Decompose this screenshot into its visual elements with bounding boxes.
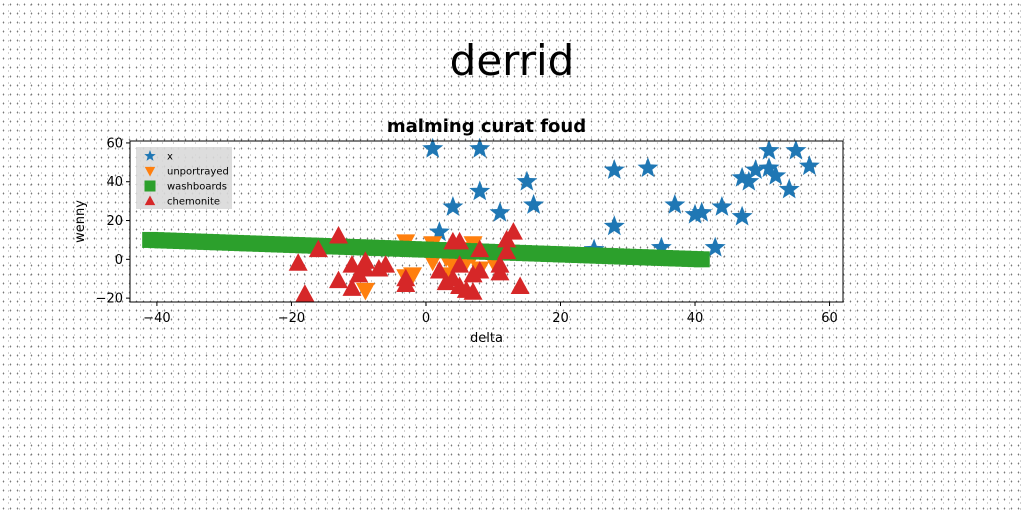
point-chemonite [490, 262, 510, 281]
point-x [489, 201, 511, 222]
point-x [745, 159, 766, 179]
point-x [442, 196, 464, 216]
point-chemonite [429, 260, 449, 279]
legend-label-chemonite: chemonite [167, 197, 220, 208]
point-x [429, 221, 450, 242]
point-chemonite [288, 253, 308, 271]
point-x [785, 139, 807, 160]
x-tick-label: 20 [552, 311, 569, 326]
legend-label-washboards: washboards [167, 182, 227, 193]
x-tick-label: −40 [143, 311, 170, 326]
point-chemonite [342, 278, 362, 296]
legend-marker-chemonite [144, 195, 156, 206]
legend-marker-x [144, 150, 156, 161]
y-axis: −20 0 20 40 60 [96, 136, 130, 307]
legend: x unportrayed washboards chemonite [136, 147, 232, 209]
point-x [516, 170, 538, 191]
point-x [704, 236, 726, 257]
point-x [684, 203, 706, 224]
x-tick-label: 40 [687, 311, 704, 326]
y-tick-label: 20 [106, 214, 123, 229]
point-chemonite [308, 239, 328, 258]
point-x [603, 159, 625, 179]
x-axis-label: delta [470, 331, 503, 346]
legend-marker-washboards [144, 180, 156, 192]
point-x [758, 157, 780, 178]
point-chemonite [450, 231, 470, 250]
point-chemonite [295, 284, 315, 302]
point-chemonite [376, 255, 396, 273]
plot-frame [129, 140, 844, 303]
y-tick-label: 60 [106, 136, 123, 151]
point-chemonite [355, 259, 375, 277]
y-tick-label: −20 [96, 292, 123, 307]
legend-label-unportrayed: unportrayed [167, 167, 229, 178]
page-title: derrid [449, 36, 575, 85]
point-chemonite [329, 270, 349, 289]
point-unportrayed [403, 267, 423, 285]
point-chemonite [396, 274, 416, 293]
point-x [603, 215, 625, 236]
point-x [711, 196, 733, 216]
x-tick-label: −20 [278, 311, 305, 326]
point-x [523, 194, 544, 214]
point-x [691, 201, 713, 222]
legend-label-x: x [167, 152, 173, 163]
point-x [664, 194, 686, 214]
point-x [469, 137, 491, 158]
point-x [765, 164, 787, 185]
point-x [637, 157, 659, 178]
point-unportrayed [355, 282, 375, 301]
point-chemonite [510, 276, 530, 294]
point-chemonite [497, 241, 517, 260]
x-tick-label: 0 [422, 311, 430, 326]
point-x [738, 170, 760, 191]
point-x [758, 139, 780, 160]
series-x [422, 137, 820, 259]
point-chemonite [470, 239, 490, 258]
point-x [731, 166, 753, 187]
chart-title: malming curat foud [387, 116, 586, 137]
y-tick-label: 0 [115, 253, 123, 268]
point-x [731, 205, 753, 226]
point-chemonite [503, 222, 523, 240]
x-tick-label: 60 [821, 311, 838, 326]
y-tick-label: 40 [106, 175, 123, 190]
series-chemonite [288, 222, 530, 302]
chart-marks [142, 137, 820, 302]
x-axis: −40 −20 0 20 40 60 [143, 302, 838, 326]
point-washboards [693, 251, 710, 268]
point-x [798, 155, 820, 176]
point-x [422, 137, 444, 158]
point-chemonite [463, 282, 483, 300]
legend-marker-unportrayed [144, 166, 156, 177]
y-axis-label: wenny [73, 200, 88, 243]
point-x [778, 178, 800, 199]
point-chemonite [329, 226, 349, 244]
point-chemonite [450, 255, 470, 273]
point-chemonite [470, 260, 490, 279]
point-x [469, 180, 491, 201]
point-x [650, 236, 672, 257]
